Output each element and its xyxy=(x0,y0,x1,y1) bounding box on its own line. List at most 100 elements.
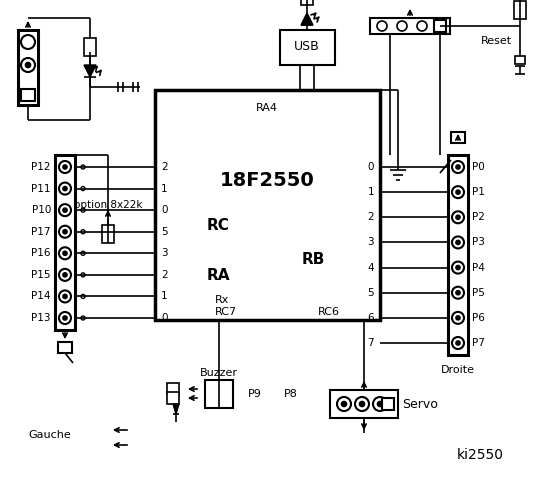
Circle shape xyxy=(59,247,71,259)
Bar xyxy=(301,0,313,5)
Text: option 8x22k: option 8x22k xyxy=(74,200,142,210)
Circle shape xyxy=(452,262,464,274)
Text: P17: P17 xyxy=(32,227,51,237)
Bar xyxy=(330,390,398,418)
Circle shape xyxy=(397,21,407,31)
Circle shape xyxy=(452,312,464,324)
Circle shape xyxy=(81,208,85,212)
Bar xyxy=(155,90,380,320)
Circle shape xyxy=(63,252,67,255)
Bar xyxy=(515,56,525,64)
Text: 5: 5 xyxy=(367,288,374,298)
Text: RA4: RA4 xyxy=(256,103,278,113)
Circle shape xyxy=(25,62,30,68)
Circle shape xyxy=(63,208,67,212)
Circle shape xyxy=(359,401,364,407)
Text: 6: 6 xyxy=(367,313,374,323)
Circle shape xyxy=(59,269,71,281)
Circle shape xyxy=(452,161,464,173)
Text: RC6: RC6 xyxy=(318,307,340,317)
Circle shape xyxy=(417,21,427,31)
Circle shape xyxy=(59,161,71,173)
Text: 18F2550: 18F2550 xyxy=(220,170,314,190)
Circle shape xyxy=(452,211,464,223)
Text: 7: 7 xyxy=(367,338,374,348)
Text: Reset: Reset xyxy=(481,36,512,46)
Text: RA: RA xyxy=(207,267,231,283)
Circle shape xyxy=(81,294,85,299)
Text: P11: P11 xyxy=(32,183,51,193)
Text: P1: P1 xyxy=(472,187,485,197)
Text: 1: 1 xyxy=(161,291,168,301)
Text: P16: P16 xyxy=(32,248,51,258)
Polygon shape xyxy=(173,404,179,414)
Bar xyxy=(280,30,335,65)
Bar xyxy=(21,89,35,101)
Bar xyxy=(102,225,114,243)
Circle shape xyxy=(59,204,71,216)
Text: Gauche: Gauche xyxy=(29,430,71,440)
Circle shape xyxy=(63,294,67,299)
Circle shape xyxy=(59,182,71,194)
Bar xyxy=(382,398,394,410)
Bar xyxy=(448,155,468,355)
Circle shape xyxy=(59,290,71,302)
Text: P13: P13 xyxy=(32,313,51,323)
Circle shape xyxy=(81,230,85,234)
Polygon shape xyxy=(301,13,313,25)
Text: 0: 0 xyxy=(161,205,168,215)
Text: 3: 3 xyxy=(367,238,374,247)
Circle shape xyxy=(63,187,67,191)
Text: P10: P10 xyxy=(32,205,51,215)
Bar xyxy=(55,155,75,330)
Circle shape xyxy=(355,397,369,411)
Text: P9: P9 xyxy=(248,389,262,399)
Text: P7: P7 xyxy=(472,338,485,348)
Text: P2: P2 xyxy=(472,212,485,222)
Circle shape xyxy=(456,265,460,270)
Circle shape xyxy=(456,341,460,345)
Circle shape xyxy=(456,216,460,219)
Circle shape xyxy=(377,21,387,31)
Text: 5: 5 xyxy=(161,227,168,237)
Text: 2: 2 xyxy=(161,162,168,172)
Text: P3: P3 xyxy=(472,238,485,247)
Text: 2: 2 xyxy=(367,212,374,222)
Text: ki2550: ki2550 xyxy=(456,448,503,462)
Bar xyxy=(451,132,465,143)
Circle shape xyxy=(63,165,67,169)
Bar xyxy=(370,18,450,34)
Circle shape xyxy=(81,187,85,191)
Bar xyxy=(167,392,179,404)
Text: Rx: Rx xyxy=(215,295,229,305)
Circle shape xyxy=(63,230,67,234)
Text: Buzzer: Buzzer xyxy=(200,368,238,378)
Circle shape xyxy=(63,316,67,320)
Text: P14: P14 xyxy=(32,291,51,301)
Bar xyxy=(84,38,96,56)
Circle shape xyxy=(456,190,460,194)
Text: P15: P15 xyxy=(32,270,51,280)
Circle shape xyxy=(81,316,85,320)
Circle shape xyxy=(21,35,35,49)
Circle shape xyxy=(342,401,347,407)
Circle shape xyxy=(59,312,71,324)
Text: 4: 4 xyxy=(367,263,374,273)
Circle shape xyxy=(59,226,71,238)
Text: 0: 0 xyxy=(368,162,374,172)
Circle shape xyxy=(81,252,85,255)
Circle shape xyxy=(452,186,464,198)
Text: P8: P8 xyxy=(284,389,298,399)
Bar xyxy=(205,380,233,408)
Text: RC7: RC7 xyxy=(215,307,237,317)
Text: USB: USB xyxy=(294,40,320,53)
Circle shape xyxy=(456,316,460,320)
Circle shape xyxy=(21,58,35,72)
Text: Servo: Servo xyxy=(402,397,438,410)
Text: P0: P0 xyxy=(472,162,485,172)
Circle shape xyxy=(452,287,464,299)
Bar xyxy=(167,383,179,395)
Bar xyxy=(514,1,526,19)
Bar xyxy=(18,30,38,105)
Circle shape xyxy=(63,273,67,277)
